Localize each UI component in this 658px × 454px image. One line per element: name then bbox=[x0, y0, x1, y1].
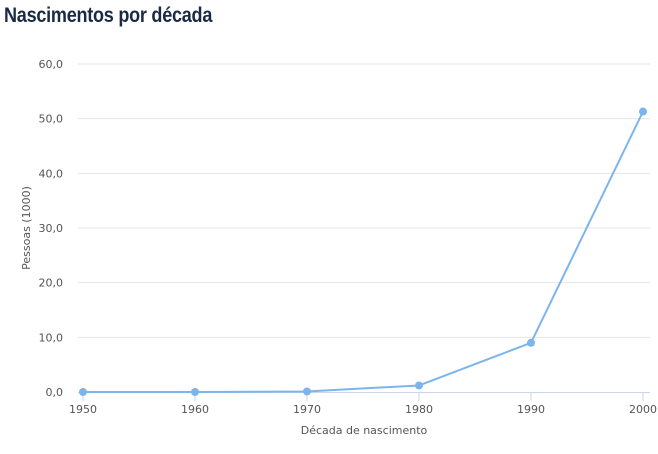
x-axis-title: Década de nascimento bbox=[301, 424, 428, 437]
x-tick-label: 1950 bbox=[69, 403, 97, 416]
data-point[interactable] bbox=[415, 381, 423, 390]
x-tick-label: 1990 bbox=[517, 403, 545, 416]
y-tick-label: 0,0 bbox=[46, 386, 64, 399]
x-tick-label: 1960 bbox=[181, 403, 209, 416]
y-tick-label: 30,0 bbox=[39, 222, 64, 235]
y-tick-label: 60,0 bbox=[39, 58, 64, 71]
x-tick-labels: 1950 1960 1970 1980 1990 2000 bbox=[69, 392, 657, 416]
data-point[interactable] bbox=[191, 388, 199, 396]
y-tick-label: 20,0 bbox=[39, 277, 64, 290]
data-point[interactable] bbox=[79, 388, 87, 396]
data-point[interactable] bbox=[639, 107, 647, 116]
y-axis-title: Pessoas (1000) bbox=[20, 186, 33, 270]
x-tick-label: 1970 bbox=[293, 403, 321, 416]
x-tick-label: 2000 bbox=[629, 403, 657, 416]
y-tick-label: 50,0 bbox=[39, 113, 64, 126]
y-tick-labels: 0,0 10,0 20,0 30,0 40,0 50,0 60,0 bbox=[39, 58, 64, 399]
data-point[interactable] bbox=[303, 387, 311, 396]
y-tick-label: 40,0 bbox=[39, 167, 64, 180]
y-tick-label: 10,0 bbox=[39, 331, 64, 344]
x-tick-label: 1980 bbox=[405, 403, 433, 416]
series bbox=[79, 107, 647, 396]
page-title: Nascimentos por década bbox=[4, 4, 213, 27]
data-point[interactable] bbox=[527, 338, 535, 347]
grid-lines bbox=[78, 63, 650, 338]
series-line bbox=[83, 111, 644, 393]
